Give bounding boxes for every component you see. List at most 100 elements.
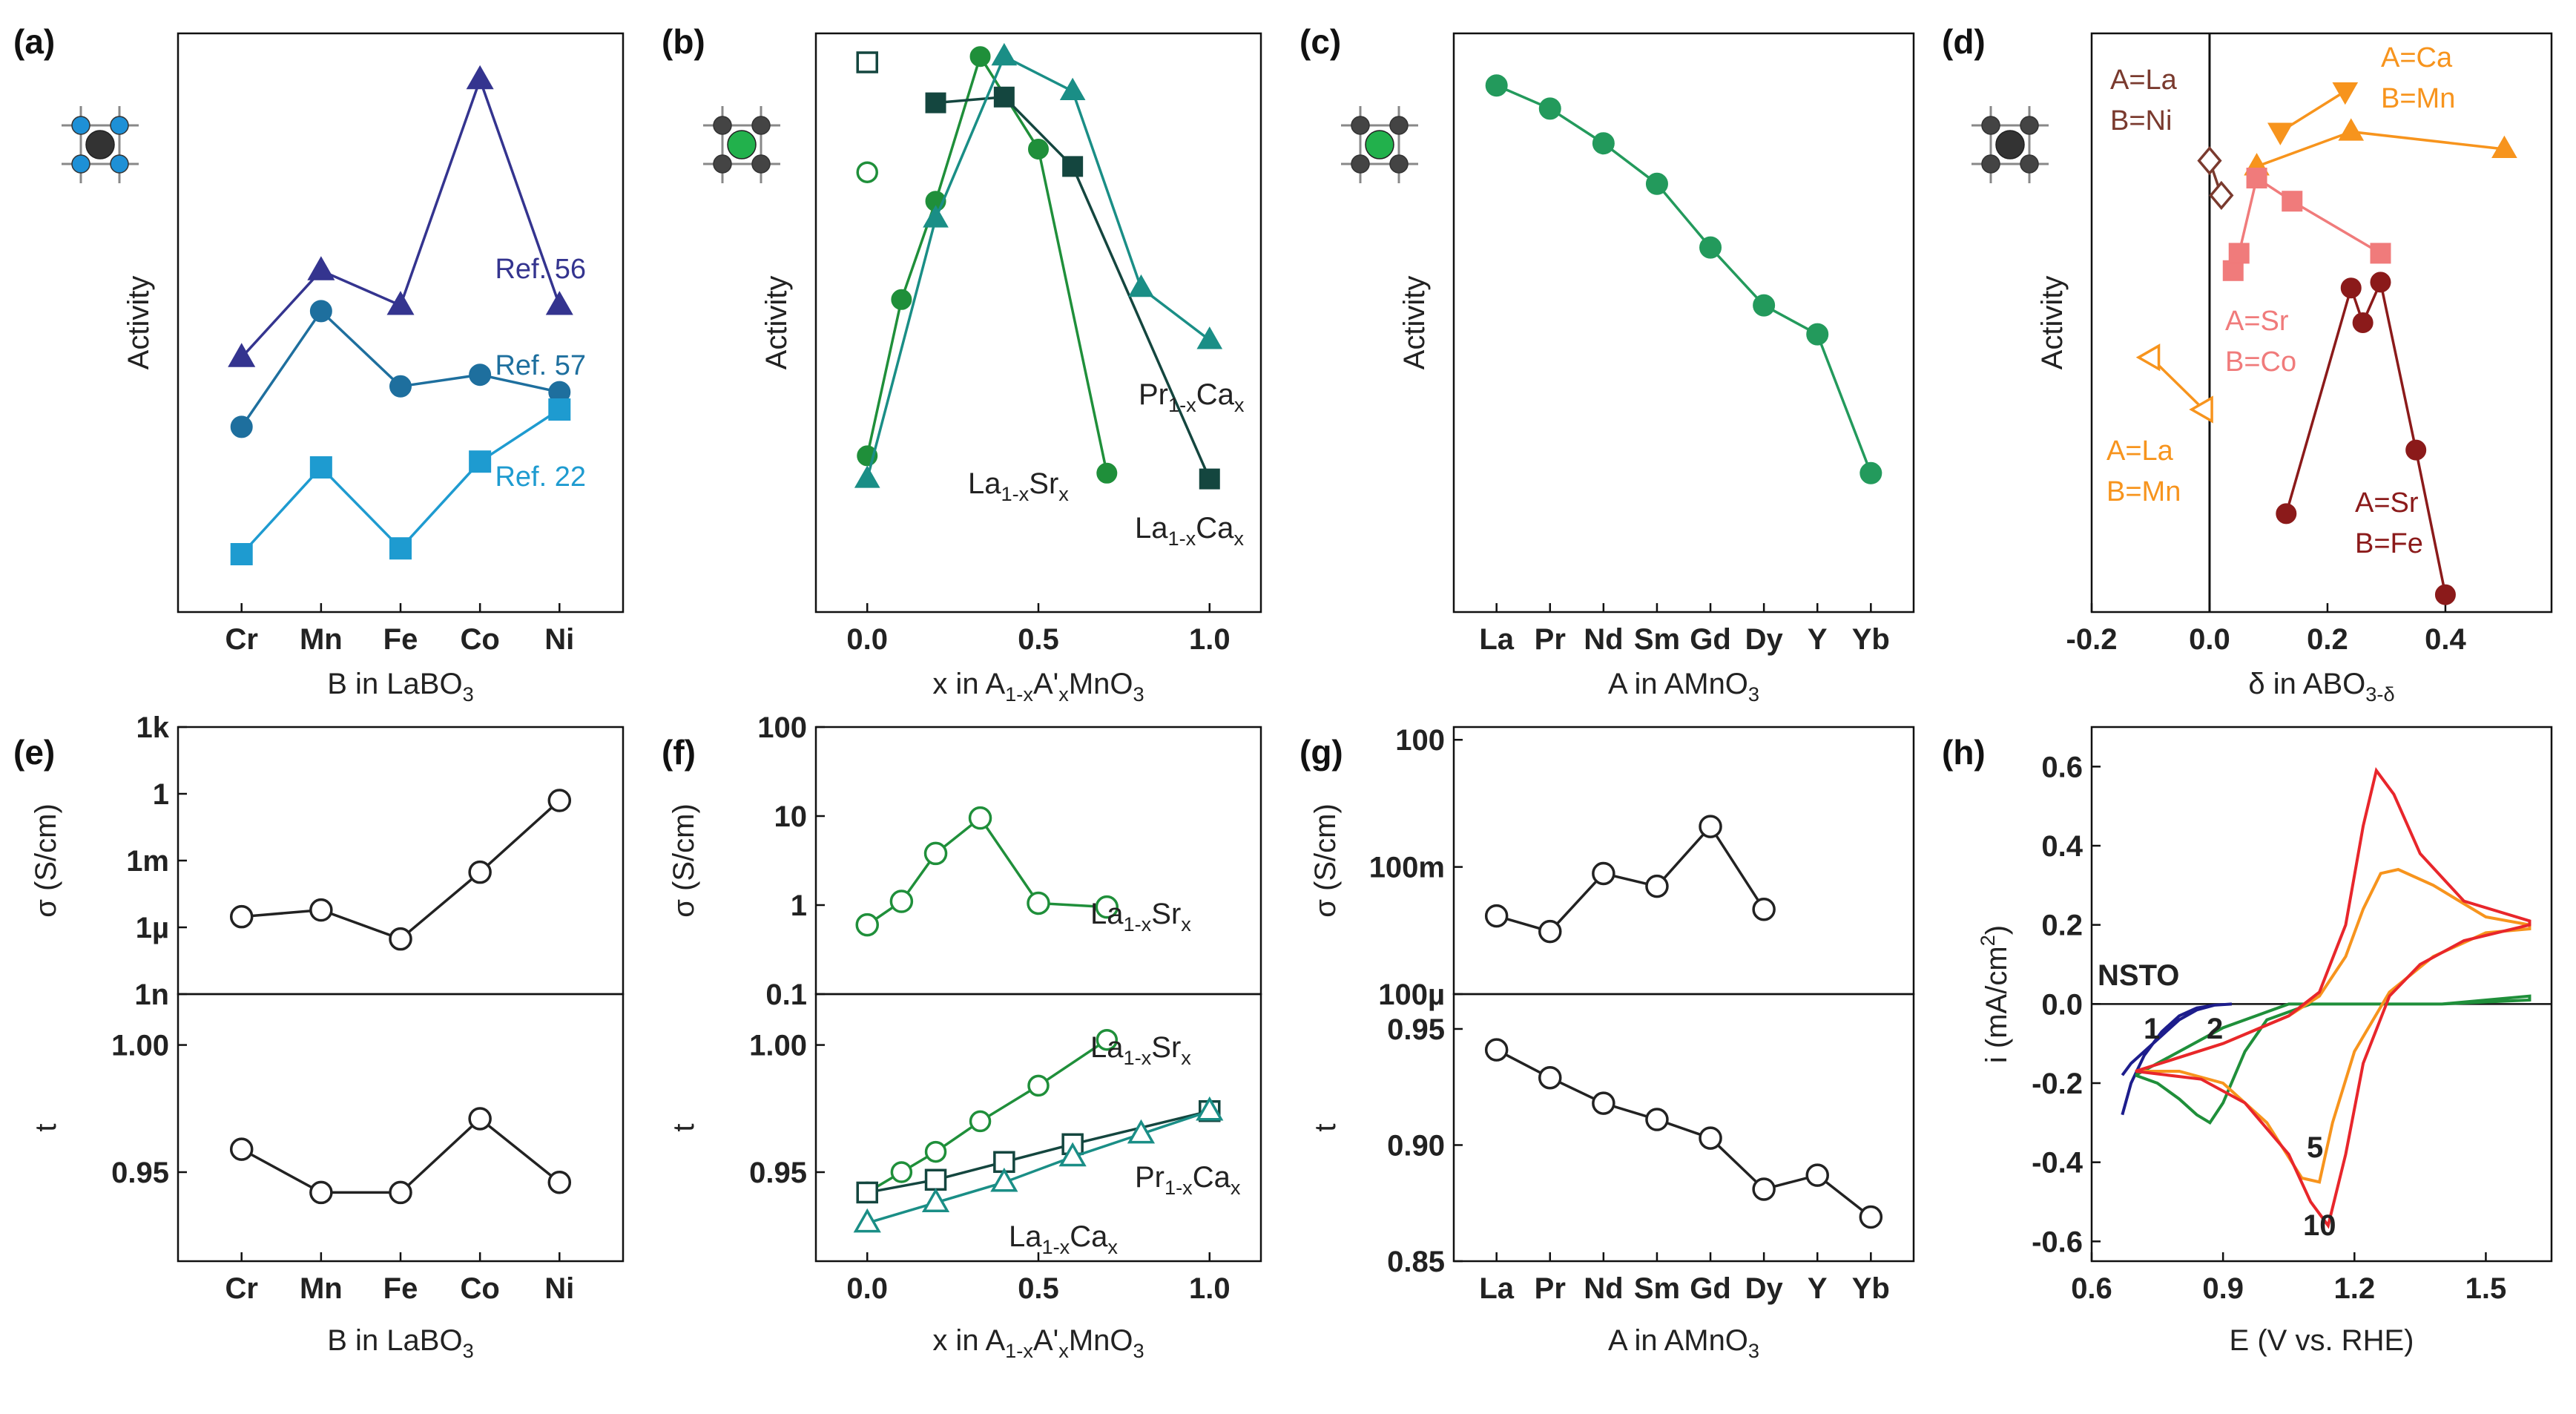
panel-h-cycle-10 [2135,767,2531,1229]
panel-e-t-label: t [30,1123,62,1131]
panel-b-tick: 1.0 [1189,623,1231,656]
panel-h-cycle-1 [2121,1002,2233,1116]
panel-d-series-5-point-1 [2189,395,2213,424]
panel-a-tick-Fe: Fe [383,623,418,656]
panel-d-tick: 0.4 [2425,623,2466,656]
crystal-icon-d-atom [1981,154,2000,174]
crystal-icon-c-atom [1389,154,1409,174]
panel-h-ytick: 0.4 [2041,830,2083,863]
panel-e-sigma-point-3 [468,860,492,884]
panel-f-top-frame [814,726,1262,996]
panel-b-tick: 0.0 [846,623,888,656]
panel-d-series-3-point-3 [2370,272,2391,293]
panel-g-t-point-7 [1859,1205,1883,1229]
panel-d-series-2-point-1 [2228,243,2250,264]
panel-d-series-3-point-2 [2352,312,2374,333]
panel-b-series-0-point-3 [969,46,991,68]
panel-f-tick: 0.5 [1018,1272,1059,1305]
panel-c-ylabel: Activity [1398,276,1431,370]
panel-d-ann-4-line1: A=Sr [2355,487,2419,519]
panel-b-series-2-point-4 [1128,274,1154,297]
panel-d-ann-2-line2: B=Co [2225,346,2296,378]
panel-d-frame [2090,32,2553,614]
panel-a-series-1-point-3 [469,364,492,387]
panel-d-tick: 0.0 [2189,623,2230,656]
panel-h-ylabel: i (mA/cm2) [1976,925,2013,1063]
panel-b-series-1-point-0 [925,92,946,114]
panel-f-ann-lasr: La1-xSrx [1090,898,1191,935]
panel-b-series-0-point-5 [1096,462,1118,484]
crystal-icon-a-atom [71,116,90,135]
panel-h-ytick: -0.6 [2032,1226,2083,1258]
panel-f-t-ann-laca: La1-xCax [1009,1220,1118,1258]
panel-d-series-0-point-0 [2267,122,2293,145]
panel-f-sigma-point-4 [1027,891,1050,915]
panel-e-sigma-line [241,799,561,941]
panel-g-t-label: t [1309,1123,1342,1131]
panel-letter: (a) [13,22,55,61]
panel-a-series-2-point-2 [389,537,412,560]
panel-g-sigma-point-1 [1538,919,1562,944]
panel-d-ann-3-line1: A=La [2106,435,2174,467]
panel-b-series-2-point-2 [991,42,1018,66]
panel-g-t-point-5 [1752,1177,1776,1201]
panel-g-t-point-1 [1538,1065,1562,1090]
panel-g-tick-Nd: Nd [1584,1272,1623,1305]
panel-e-t-ytick: 1.00 [111,1030,169,1062]
panel-letter: (c) [1299,22,1341,61]
panel-f-ytick: 0.1 [765,979,807,1011]
panel-e-xlabel: B in LaBO3 [327,1324,473,1362]
panel-d-ylabel: Activity [2036,276,2069,370]
panel-d-ann-1-line1: A=Ca [2381,42,2453,73]
panel-h-ann-0: NSTO [2098,959,2179,992]
panel-e-tick-Mn: Mn [300,1272,343,1305]
panel-d-series-4-point-1 [2209,180,2234,211]
panel-c-series-point-2 [1592,132,1615,155]
panel-f-t-series-1-point-0 [856,1181,878,1204]
panel-e-sigma-point-0 [229,904,254,929]
crystal-icon-a [62,106,139,183]
panel-e-tick-Fe: Fe [383,1272,418,1305]
panel-d-series-3-point-5 [2434,584,2456,605]
crystal-icon-b-center-atom [727,130,757,160]
panel-a-ref57: Ref. 57 [495,350,586,381]
panel-b-xlabel: x in A1-xA'xMnO3 [932,668,1144,706]
panel-e-sigma-point-2 [389,927,412,951]
panel-letter: (g) [1299,733,1343,772]
panel-letter: (h) [1942,733,1986,772]
panel-f-ytick: 100 [757,711,807,744]
panel-h-ytick: 0.0 [2041,988,2083,1021]
panel-d-xlabel: δ in ABO3-δ [2248,668,2394,706]
panel-g-sigma-label: σ (S/cm) [1309,803,1342,918]
panel-c-tick-Dy: Dy [1745,623,1784,656]
panel-letter: (f) [662,733,696,772]
panel-b-series-2-point-0 [854,465,880,488]
panel-h-cycle-5 [2135,867,2531,1184]
panel-e-sigma-point-4 [547,789,572,812]
panel-a-series-2-point-3 [469,450,492,473]
panel-f-t-ann-lasr: La1-xSrx [1090,1031,1191,1069]
crystal-icon-a-atom [110,154,129,174]
panel-c-tick-La: La [1479,623,1514,656]
panel-a-xlabel: B in LaBO3 [327,668,473,706]
panel-g-sigma-point-3 [1645,874,1669,898]
panel-g-t-ytick: 0.85 [1387,1246,1445,1278]
crystal-icon-d-atom [2020,154,2039,174]
panel-h-ytick: 0.2 [2041,910,2083,942]
panel-c-tick-Sm: Sm [1634,623,1680,656]
panel-c-series-point-7 [1859,461,1882,484]
panel-h-ytick: 0.6 [2041,751,2083,783]
panel-d-series-4-point-0 [2197,145,2222,176]
panel-f-t-series-2-line [866,1110,1210,1225]
panel-d-series-3-line [2285,277,2447,595]
panel-b-ylabel: Activity [760,276,793,370]
panel-b-ann-lasr: La1-xSrx [968,467,1069,505]
panel-g-t-point-0 [1484,1038,1509,1062]
panel-e-sigma-point-1 [309,898,333,922]
panel-a-frame [177,32,625,614]
panel-d-series-2-point-3 [2282,191,2303,212]
panel-g-t-point-2 [1592,1091,1615,1115]
panel-g-ytick: 100µ [1378,979,1445,1011]
panel-e-t-point-3 [468,1107,492,1131]
